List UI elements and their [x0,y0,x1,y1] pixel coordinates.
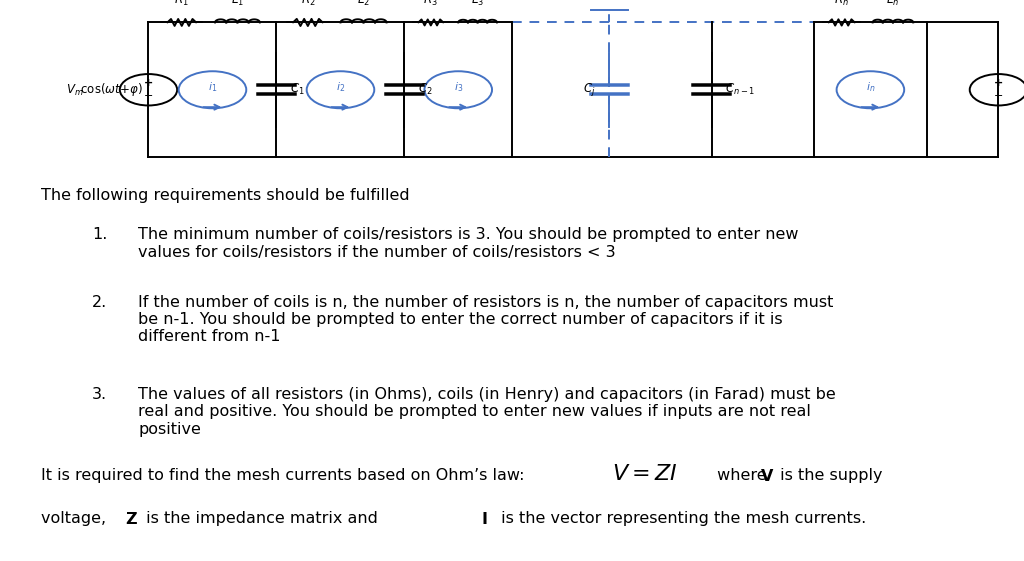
Text: $i_{1}$: $i_{1}$ [208,80,217,94]
Text: +: + [143,78,154,88]
Text: 1.: 1. [92,227,108,242]
Text: where: where [712,468,771,484]
Text: 2.: 2. [92,295,108,310]
Text: $\mathbf{I}$: $\mathbf{I}$ [481,511,487,527]
Text: −: − [143,91,154,102]
Text: $C_{n-1}$: $C_{n-1}$ [725,82,755,97]
Text: $L_1$: $L_1$ [231,0,244,8]
Text: If the number of coils is n, the number of resistors is n, the number of capacit: If the number of coils is n, the number … [138,295,834,344]
Text: $V_m\!\cos(\omega t\!+\!\varphi)$: $V_m\!\cos(\omega t\!+\!\varphi)$ [67,81,143,98]
Text: The following requirements should be fulfilled: The following requirements should be ful… [41,188,410,203]
Text: 3.: 3. [92,387,108,402]
Text: $R_n$: $R_n$ [835,0,849,8]
Text: $V = ZI$: $V = ZI$ [612,464,678,484]
Text: It is required to find the mesh currents based on Ohm’s law:: It is required to find the mesh currents… [41,468,529,484]
Text: $C_1$: $C_1$ [290,82,304,97]
Text: +: + [993,78,1004,88]
Text: The values of all resistors (in Ohms), coils (in Henry) and capacitors (in Farad: The values of all resistors (in Ohms), c… [138,387,836,437]
Text: $R_2$: $R_2$ [300,0,315,8]
Text: $\mathbf{Z}$: $\mathbf{Z}$ [125,511,138,527]
Text: $i_{2}$: $i_{2}$ [336,80,345,94]
Text: $L_2$: $L_2$ [357,0,370,8]
Text: $L_n$: $L_n$ [887,0,899,8]
Text: $C_j$: $C_j$ [584,81,596,98]
Text: −: − [993,91,1004,102]
Text: is the supply: is the supply [775,468,883,484]
Text: $R_3$: $R_3$ [424,0,438,8]
Text: voltage,: voltage, [41,511,112,526]
Text: $i_{n}$: $i_{n}$ [865,80,876,94]
Text: The minimum number of coils/resistors is 3. You should be prompted to enter new
: The minimum number of coils/resistors is… [138,227,799,260]
Text: $C_2$: $C_2$ [418,82,432,97]
Text: $\mathbf{V}$: $\mathbf{V}$ [760,468,774,485]
Text: $L_3$: $L_3$ [471,0,484,8]
Text: is the vector representing the mesh currents.: is the vector representing the mesh curr… [496,511,866,526]
Text: $i_{3}$: $i_{3}$ [454,80,463,94]
Text: is the impedance matrix and: is the impedance matrix and [141,511,383,526]
Text: $R_1$: $R_1$ [174,0,189,8]
